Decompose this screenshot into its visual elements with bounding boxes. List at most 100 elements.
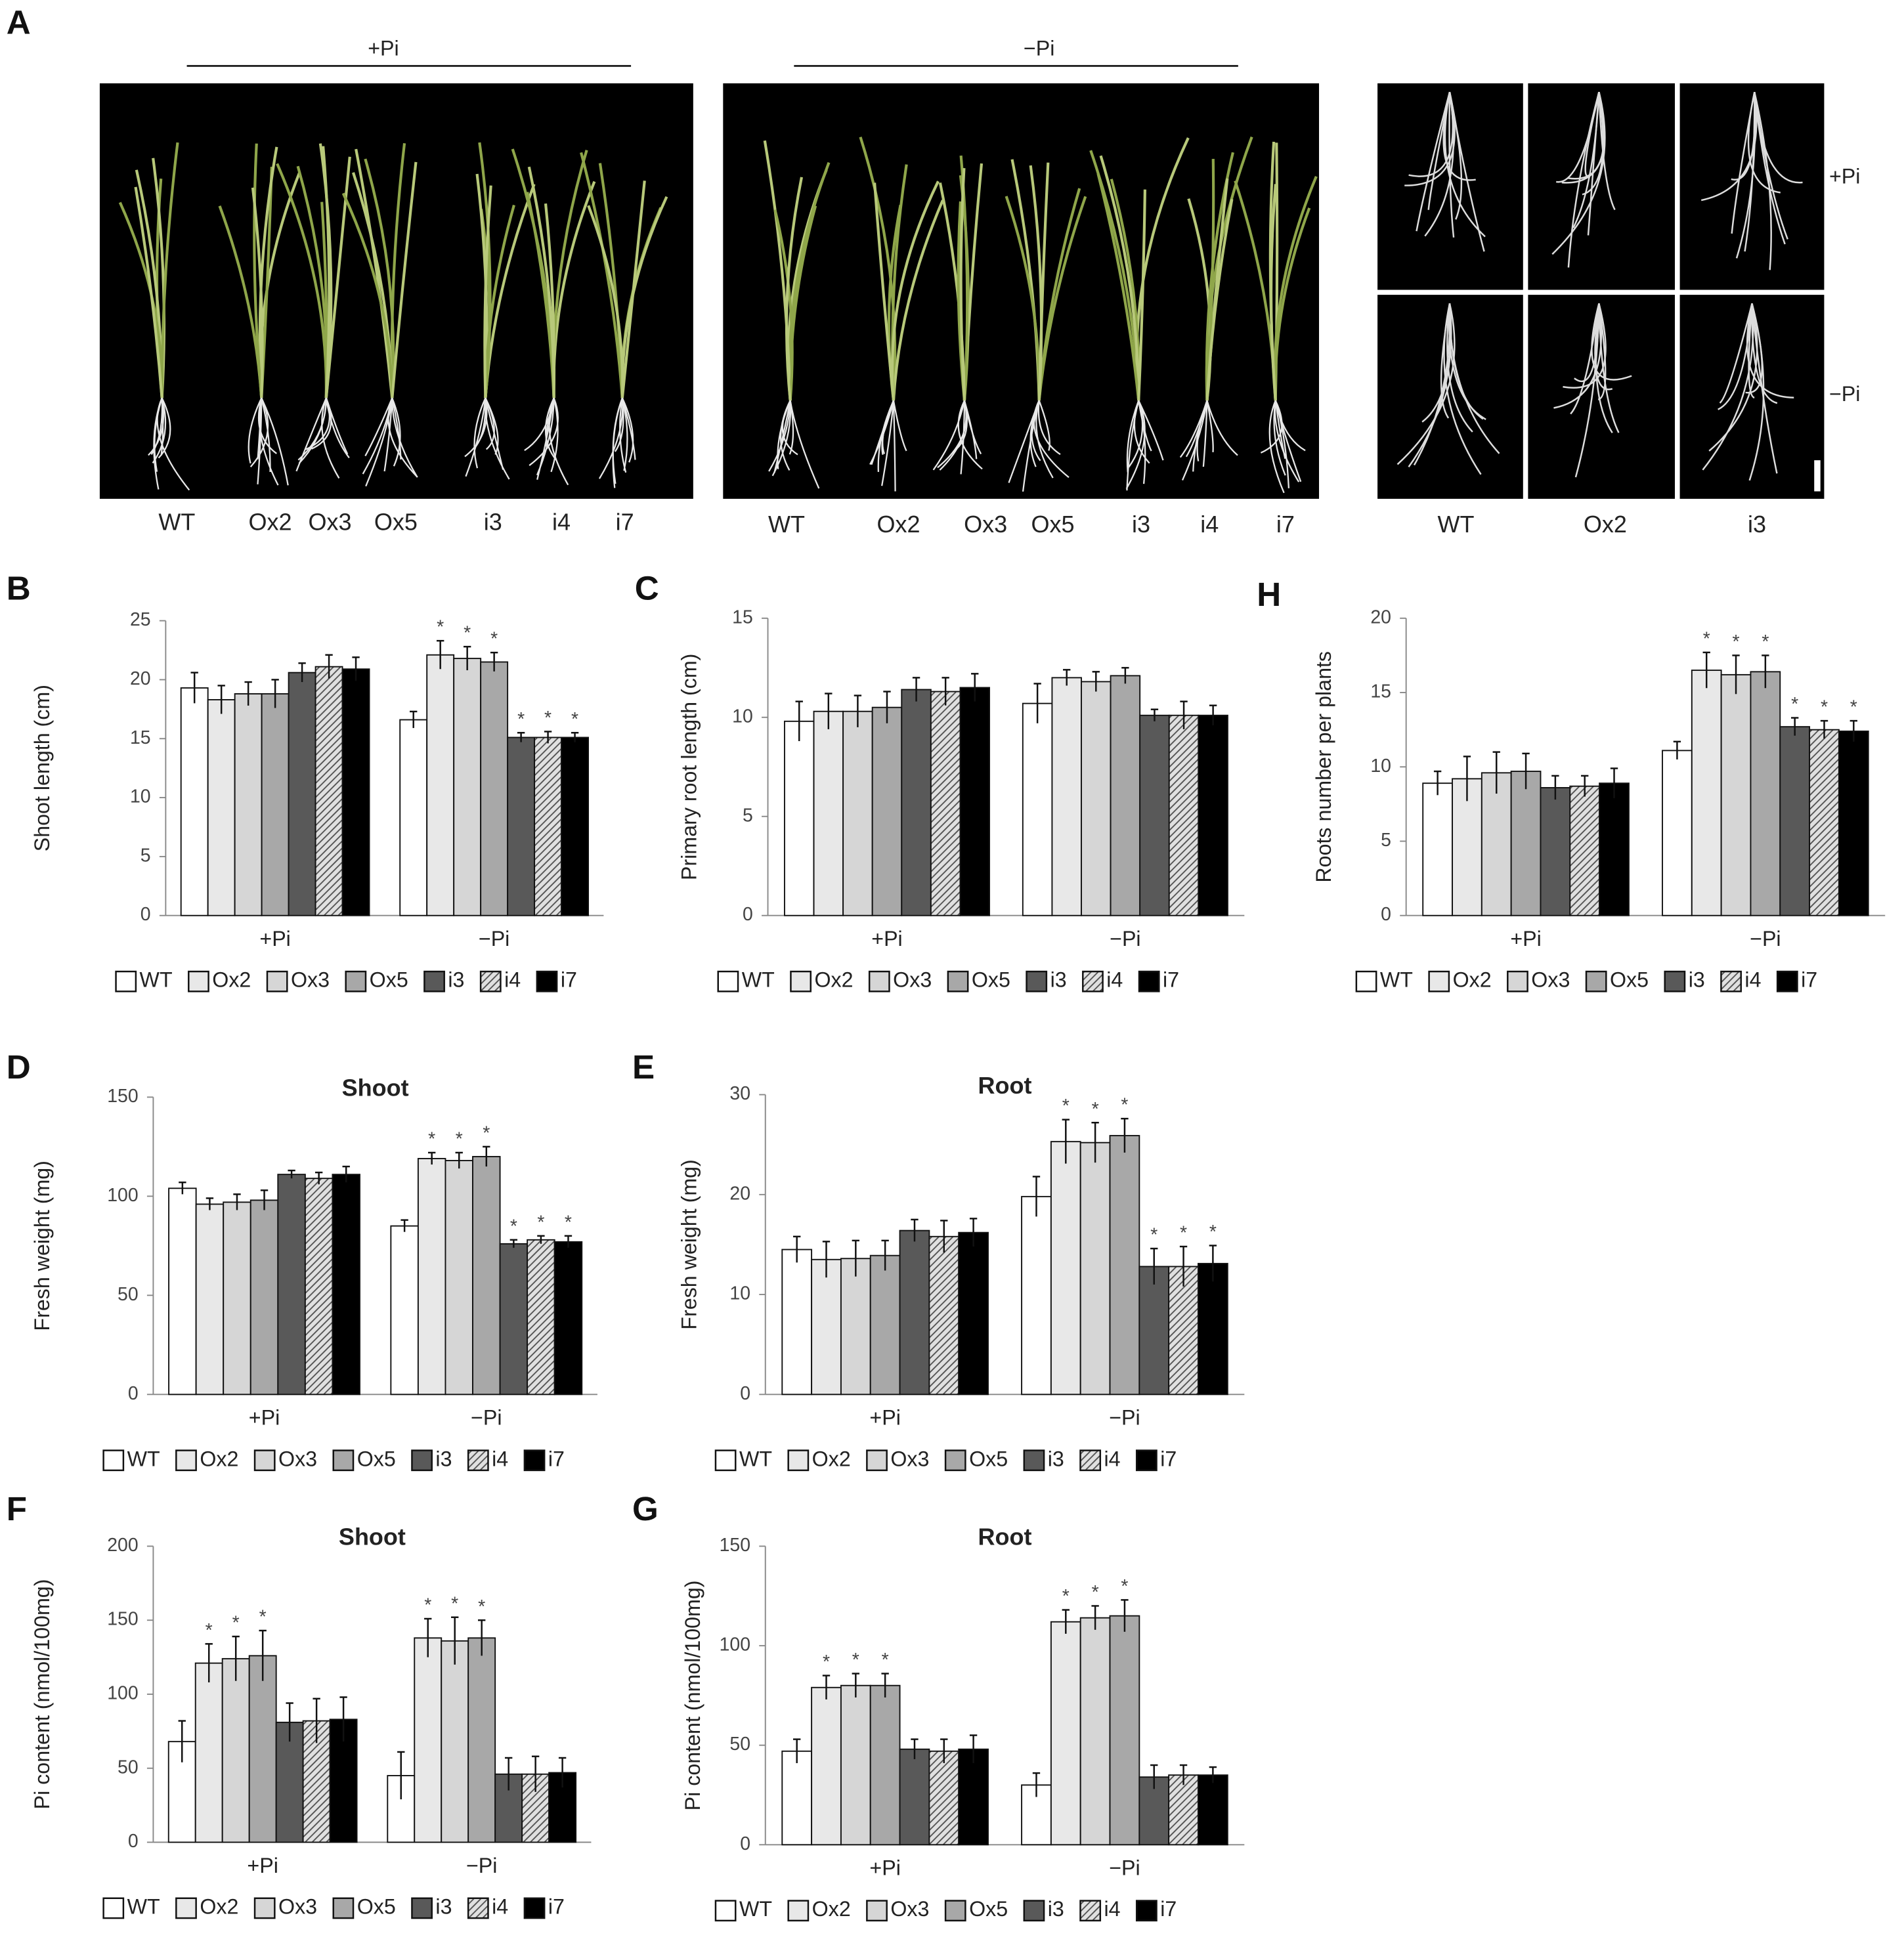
legend-label: Ox5 [357, 1894, 396, 1918]
chart-title: Shoot [342, 1075, 409, 1101]
significance-marker: * [1209, 1222, 1217, 1243]
leaf [1205, 199, 1234, 401]
error-bar [1150, 1247, 1158, 1285]
bar [840, 1684, 871, 1846]
legend-label: WT [127, 1894, 160, 1918]
root [1751, 303, 1778, 474]
error-bar [1121, 667, 1129, 684]
error-bar [1850, 719, 1857, 742]
error-bar [178, 1720, 186, 1762]
y-tick-label: 25 [130, 609, 151, 630]
bar [472, 1156, 501, 1396]
bar [168, 1187, 197, 1396]
bar [261, 693, 290, 916]
legend-label: i4 [1104, 1447, 1120, 1470]
leaf [391, 161, 418, 398]
error-bar [941, 677, 949, 706]
error-bar [400, 1219, 408, 1232]
leaf [1268, 141, 1277, 401]
bar [553, 1241, 583, 1396]
root [261, 398, 271, 472]
bar [1691, 670, 1722, 916]
root [1274, 400, 1306, 452]
error-bar [1209, 1245, 1217, 1282]
legend-label: WT [1380, 968, 1413, 992]
genotype-label: i3 [1748, 511, 1766, 538]
error-bar [531, 1755, 540, 1792]
bar [1109, 1135, 1140, 1396]
photo [723, 83, 1320, 499]
y-tick-label: 5 [743, 805, 753, 826]
significance-marker: * [1062, 1586, 1070, 1607]
significance-marker: * [1703, 628, 1710, 649]
bar [527, 1239, 555, 1396]
genotype-label: WT [1437, 511, 1474, 538]
y-tick-label: 20 [729, 1183, 750, 1204]
bar [1198, 1262, 1228, 1396]
legend-swatch [411, 1449, 433, 1472]
error-bar [352, 656, 360, 681]
error-bar [537, 1235, 545, 1244]
error-bar [190, 672, 198, 704]
error-bar [852, 1239, 860, 1277]
bar [1422, 782, 1453, 916]
significance-marker: * [1062, 1096, 1070, 1117]
root [485, 397, 495, 450]
error-bar [427, 1151, 436, 1165]
legend-label: i4 [1744, 968, 1761, 992]
error-bar [795, 700, 803, 742]
error-bar [463, 645, 471, 671]
bar [223, 1201, 251, 1396]
significance-marker: * [1121, 1576, 1128, 1597]
legend-label: Ox5 [370, 968, 408, 992]
bar [1720, 673, 1752, 916]
legend-label: i7 [1163, 968, 1179, 992]
x-tick-label: +Pi [1510, 927, 1541, 950]
legend-swatch [714, 1900, 737, 1922]
legend-swatch [467, 1897, 489, 1919]
leaf [253, 143, 263, 398]
genotype-label: i4 [552, 508, 571, 535]
leaf [322, 146, 331, 398]
bar [1599, 782, 1630, 916]
genotype-label: Ox2 [1584, 511, 1627, 538]
bar [930, 691, 961, 916]
error-bar [1581, 775, 1589, 797]
error-bar [286, 1702, 293, 1742]
root [1553, 303, 1603, 409]
bar [234, 693, 263, 916]
legend-label: i7 [1801, 968, 1817, 992]
root [1584, 91, 1600, 177]
error-bar [325, 654, 333, 679]
error-bar [881, 1673, 889, 1697]
root [261, 397, 289, 486]
error-bar [1433, 770, 1442, 796]
error-bar [912, 677, 920, 702]
legend-swatch [1082, 970, 1104, 993]
y-tick-label: 20 [130, 668, 151, 689]
leaf [1037, 188, 1081, 401]
significance-marker: * [259, 1607, 267, 1628]
error-bar [1492, 751, 1500, 794]
bar [1138, 1266, 1170, 1396]
bar [304, 1178, 334, 1396]
root [387, 397, 418, 477]
error-bar [397, 1751, 405, 1800]
bar [1168, 714, 1200, 916]
significance-marker: * [1850, 697, 1857, 718]
significance-marker: * [510, 1216, 517, 1237]
error-bar [969, 1218, 978, 1247]
legend-swatch [866, 1900, 888, 1922]
leaf [859, 137, 897, 401]
root [1179, 400, 1208, 458]
error-bar [564, 1235, 573, 1248]
error-bar [881, 1239, 889, 1271]
root [614, 398, 624, 452]
x-tick-label: −Pi [1750, 927, 1781, 950]
bar [958, 1231, 989, 1396]
significance-marker: * [428, 1128, 435, 1149]
leaf [527, 166, 555, 398]
condition-label: −Pi [1024, 36, 1054, 60]
